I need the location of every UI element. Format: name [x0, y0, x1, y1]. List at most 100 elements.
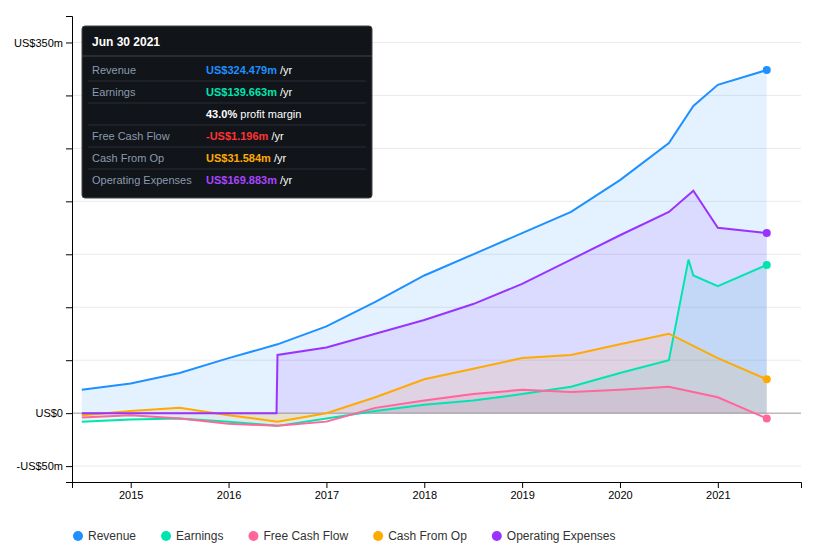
chart-container: 2015 2016 2017 2018 2019 2020 2021 -US$50m US$0 U… — [0, 0, 821, 560]
legend-swatch — [73, 531, 83, 541]
y-tick-mark — [66, 307, 72, 308]
y-tick — [66, 254, 72, 255]
legend-label: Cash From Op — [388, 529, 467, 543]
legend-label: Earnings — [176, 529, 223, 543]
legend-swatch — [492, 531, 502, 541]
x-tick: 2015 — [119, 482, 143, 501]
y-tick: -US$50m — [17, 460, 72, 472]
info-row-suffix: profit margin — [237, 108, 301, 120]
info-row-divider — [88, 125, 366, 126]
y-tick — [66, 360, 72, 361]
legend-label: Operating Expenses — [507, 529, 616, 543]
info-row-label: Revenue — [92, 64, 136, 76]
x-tick: 2018 — [413, 482, 437, 501]
y-axis: -US$50m US$0 US$350m — [14, 17, 72, 483]
info-row-suffix: /yr — [277, 86, 293, 98]
x-tick-mark — [229, 482, 230, 488]
x-tick: 2019 — [510, 482, 534, 501]
y-tick — [66, 95, 72, 96]
legend-item: Earnings — [161, 529, 223, 543]
series-line — [82, 191, 767, 413]
series-line — [82, 334, 767, 422]
end-dot — [763, 229, 771, 237]
y-tick-mark — [66, 413, 72, 414]
y-tick-label: US$350m — [14, 36, 63, 48]
x-tick-mark — [326, 482, 327, 488]
info-row-divider — [88, 103, 366, 104]
info-row-divider — [88, 81, 366, 82]
info-box: Jun 30 2021 Revenue US$324.479m /yr Earning… — [82, 26, 372, 198]
y-tick — [66, 201, 72, 202]
x-tick-label: 2021 — [706, 489, 730, 501]
y-tick-label: US$0 — [35, 407, 63, 419]
plot-area: 2015 2016 2017 2018 2019 2020 2021 -US$50m US$0 U… — [14, 17, 801, 501]
info-row-value: US$324.479m /yr — [206, 64, 293, 76]
end-dot — [763, 66, 771, 74]
legend-item: Cash From Op — [373, 529, 467, 543]
legend-label: Free Cash Flow — [263, 529, 348, 543]
info-row-suffix: /yr — [277, 174, 293, 186]
x-tick: 2017 — [315, 482, 339, 501]
x-tick-mark — [424, 482, 425, 488]
y-tick-mark — [66, 148, 72, 149]
info-row-divider — [88, 169, 366, 170]
info-row-suffix: /yr — [271, 152, 287, 164]
x-tick: 2021 — [706, 482, 730, 501]
x-tick-mark — [718, 482, 719, 488]
end-dot — [763, 414, 771, 422]
info-row-value: 43.0% profit margin — [206, 108, 301, 120]
chart-svg: 2015 2016 2017 2018 2019 2020 2021 -US$50m US$0 U… — [0, 0, 821, 560]
info-box-divider — [82, 56, 372, 57]
x-tick: 2020 — [608, 482, 632, 501]
legend-swatch — [248, 531, 258, 541]
info-box-title: Jun 30 2021 — [92, 35, 160, 49]
x-tick-mark — [620, 482, 621, 488]
x-tick-mark — [131, 482, 132, 488]
info-row-value-text: US$169.883m — [206, 174, 277, 186]
info-row-value-text: US$31.584m — [206, 152, 271, 164]
info-row-suffix: /yr — [277, 64, 293, 76]
y-axis-line — [66, 17, 73, 483]
x-axis-line — [73, 483, 802, 489]
y-tick-mark — [66, 201, 72, 202]
end-dot — [763, 261, 771, 269]
legend-item: Revenue — [73, 529, 136, 543]
x-tick: 2016 — [217, 482, 241, 501]
legend-swatch — [161, 531, 171, 541]
x-tick-label: 2015 — [119, 489, 143, 501]
x-axis: 2015 2016 2017 2018 2019 2020 2021 — [73, 482, 802, 501]
series-line — [82, 387, 767, 426]
y-tick — [66, 148, 72, 149]
info-row-value: US$139.663m /yr — [206, 86, 293, 98]
info-row-label: Operating Expenses — [92, 174, 192, 186]
info-row-divider — [88, 147, 366, 148]
info-row-value-text: US$139.663m — [206, 86, 277, 98]
y-tick: US$350m — [14, 36, 72, 48]
x-tick-label: 2019 — [510, 489, 534, 501]
x-tick-label: 2017 — [315, 489, 339, 501]
info-row-value: US$169.883m /yr — [206, 174, 293, 186]
legend: Revenue Earnings Free Cash Flow Cash From O… — [73, 529, 616, 543]
legend-item: Free Cash Flow — [248, 529, 348, 543]
info-row-label: Free Cash Flow — [92, 130, 170, 142]
y-tick-mark — [66, 360, 72, 361]
legend-item: Operating Expenses — [492, 529, 616, 543]
x-tick-mark — [522, 482, 523, 488]
info-row-value-text: US$324.479m — [206, 64, 277, 76]
info-row-value: US$31.584m /yr — [206, 152, 286, 164]
info-row-value-text: 43.0% — [206, 108, 237, 120]
info-row-suffix: /yr — [268, 130, 284, 142]
y-tick — [66, 307, 72, 308]
y-tick-label: -US$50m — [17, 460, 63, 472]
info-row-value-text: -US$1.196m — [206, 130, 269, 142]
y-tick-mark — [66, 95, 72, 96]
y-tick-mark — [66, 42, 72, 43]
info-row-label: Cash From Op — [92, 152, 164, 164]
y-tick: US$0 — [35, 407, 72, 419]
legend-swatch — [373, 531, 383, 541]
info-row-value: -US$1.196m /yr — [206, 130, 284, 142]
end-dot — [763, 375, 771, 383]
info-box-background — [82, 26, 372, 198]
info-row-label: Earnings — [92, 86, 136, 98]
grid-line — [72, 466, 801, 467]
